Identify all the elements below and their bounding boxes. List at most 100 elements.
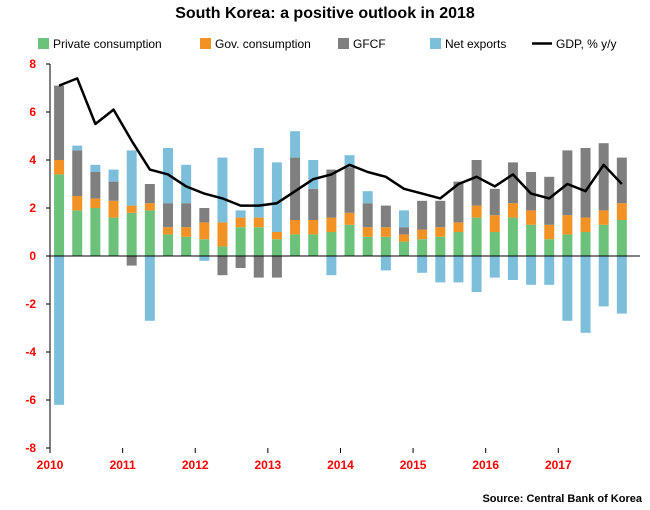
y-tick-label: 4 xyxy=(29,153,36,167)
bar-gfcf-2010Q1 xyxy=(54,85,65,160)
bar-private-consumption-2010Q4 xyxy=(108,217,119,256)
chart-title: South Korea: a positive outlook in 2018 xyxy=(175,5,475,22)
bar-net-exports-2014Q1 xyxy=(344,155,355,168)
bar-net-exports-2013Q4 xyxy=(326,256,337,276)
bar-gfcf-2010Q3 xyxy=(90,172,101,199)
y-tick-label: 8 xyxy=(29,57,36,71)
bar-gov-consumption-2017Q3 xyxy=(598,210,609,225)
legend-label-net-exports: Net exports xyxy=(445,37,506,51)
bar-private-consumption-2016Q2 xyxy=(507,217,518,256)
bar-net-exports-2014Q2 xyxy=(362,191,373,204)
bar-net-exports-2016Q1 xyxy=(489,256,500,278)
bar-gov-consumption-2012Q1 xyxy=(199,222,210,240)
bar-net-exports-2011Q2 xyxy=(144,256,155,321)
bar-gfcf-2016Q3 xyxy=(526,172,537,211)
bar-private-consumption-2017Q1 xyxy=(562,234,573,256)
bar-net-exports-2010Q3 xyxy=(90,164,101,172)
bar-private-consumption-2010Q1 xyxy=(54,174,65,256)
bar-private-consumption-2011Q4 xyxy=(181,236,192,256)
source-note: Source: Central Bank of Korea xyxy=(482,493,642,505)
bar-gfcf-2012Q2 xyxy=(217,256,228,276)
bar-gov-consumption-2015Q2 xyxy=(435,227,446,237)
legend-swatch-private-consumption xyxy=(38,38,49,49)
bar-net-exports-2011Q1 xyxy=(126,150,137,206)
bar-net-exports-2011Q4 xyxy=(181,164,192,204)
bar-net-exports-2017Q4 xyxy=(616,256,627,314)
bar-gov-consumption-2015Q1 xyxy=(417,229,428,240)
bar-gov-consumption-2017Q2 xyxy=(580,217,591,232)
bar-gov-consumption-2011Q3 xyxy=(163,227,173,235)
bar-gfcf-2015Q1 xyxy=(417,200,428,230)
bar-net-exports-2013Q3 xyxy=(308,160,319,189)
bar-private-consumption-2011Q1 xyxy=(126,212,137,256)
bar-net-exports-2010Q4 xyxy=(108,169,119,182)
bar-gfcf-2011Q3 xyxy=(163,203,173,228)
bar-gfcf-2017Q3 xyxy=(598,143,609,211)
bar-net-exports-2013Q2 xyxy=(290,131,301,158)
x-tick-label-2015: 2015 xyxy=(400,458,427,472)
bar-gfcf-2010Q2 xyxy=(72,150,83,196)
bar-gfcf-2014Q4 xyxy=(399,227,409,235)
bar-gfcf-2015Q2 xyxy=(435,200,446,228)
bar-gov-consumption-2010Q4 xyxy=(108,200,119,218)
bar-gfcf-2016Q2 xyxy=(507,162,518,204)
bar-private-consumption-2013Q1 xyxy=(271,239,282,256)
gdp-line xyxy=(58,77,623,207)
bars-layer xyxy=(54,85,627,405)
bar-gfcf-2014Q2 xyxy=(362,203,373,228)
bar-gov-consumption-2016Q3 xyxy=(526,210,537,225)
bar-net-exports-2010Q1 xyxy=(54,256,65,405)
bar-gfcf-2014Q3 xyxy=(380,205,391,228)
bar-gfcf-2013Q4 xyxy=(326,169,337,218)
x-tick-label-2010: 2010 xyxy=(37,458,64,472)
bar-private-consumption-2011Q3 xyxy=(163,234,173,256)
y-tick-label: 6 xyxy=(29,105,36,119)
legend-label-gdp-y-y: GDP, % y/y xyxy=(556,37,616,51)
bar-net-exports-2014Q4 xyxy=(399,210,409,228)
bar-net-exports-2010Q2 xyxy=(72,145,83,151)
x-tick-label-2016: 2016 xyxy=(472,458,499,472)
bar-gov-consumption-2016Q4 xyxy=(544,224,555,240)
bar-gov-consumption-2017Q1 xyxy=(562,215,573,235)
bar-gov-consumption-2013Q2 xyxy=(290,220,301,235)
bar-net-exports-2015Q3 xyxy=(453,256,464,283)
bar-private-consumption-2014Q2 xyxy=(362,236,373,256)
bar-private-consumption-2013Q3 xyxy=(308,234,319,256)
bar-gov-consumption-2016Q1 xyxy=(489,215,500,232)
bar-gov-consumption-2012Q4 xyxy=(253,217,264,228)
bar-private-consumption-2016Q1 xyxy=(489,232,500,256)
bar-gfcf-2016Q4 xyxy=(544,176,555,225)
bar-private-consumption-2017Q4 xyxy=(616,220,627,256)
bar-gfcf-2011Q2 xyxy=(144,184,155,204)
bar-gov-consumption-2013Q4 xyxy=(326,217,337,232)
bar-net-exports-2016Q2 xyxy=(507,256,518,280)
legend-label-private-consumption: Private consumption xyxy=(53,37,162,51)
bar-private-consumption-2017Q2 xyxy=(580,232,591,256)
bar-gov-consumption-2014Q4 xyxy=(399,234,409,242)
bar-gfcf-2016Q1 xyxy=(489,188,500,216)
bar-private-consumption-2015Q3 xyxy=(453,232,464,256)
y-tick-label: -8 xyxy=(25,441,36,455)
bar-net-exports-2012Q1 xyxy=(199,256,210,261)
bar-gfcf-2015Q3 xyxy=(453,181,464,223)
legend: Private consumption Gov. consumption GFCF N… xyxy=(38,37,616,51)
bar-private-consumption-2011Q2 xyxy=(144,210,155,256)
bar-gov-consumption-2012Q3 xyxy=(235,217,246,228)
y-tick-label: -6 xyxy=(25,393,36,407)
y-tick-label: 0 xyxy=(29,249,36,263)
bar-gfcf-2014Q1 xyxy=(344,167,355,213)
bar-net-exports-2016Q3 xyxy=(526,256,537,285)
bar-net-exports-2015Q2 xyxy=(435,256,446,283)
legend-swatch-net-exports xyxy=(430,38,441,49)
x-tick-label-2014: 2014 xyxy=(327,458,354,472)
x-tick-label-2012: 2012 xyxy=(182,458,209,472)
bar-private-consumption-2014Q3 xyxy=(380,236,391,256)
bar-net-exports-2015Q4 xyxy=(471,256,482,292)
bar-gfcf-2012Q4 xyxy=(253,256,264,278)
bar-gov-consumption-2011Q1 xyxy=(126,205,137,213)
bar-gfcf-2015Q4 xyxy=(471,160,482,206)
legend-label-gfcf: GFCF xyxy=(353,37,386,51)
bar-gfcf-2013Q1 xyxy=(271,256,282,278)
bar-gov-consumption-2014Q2 xyxy=(362,227,373,237)
bar-private-consumption-2016Q4 xyxy=(544,239,555,256)
